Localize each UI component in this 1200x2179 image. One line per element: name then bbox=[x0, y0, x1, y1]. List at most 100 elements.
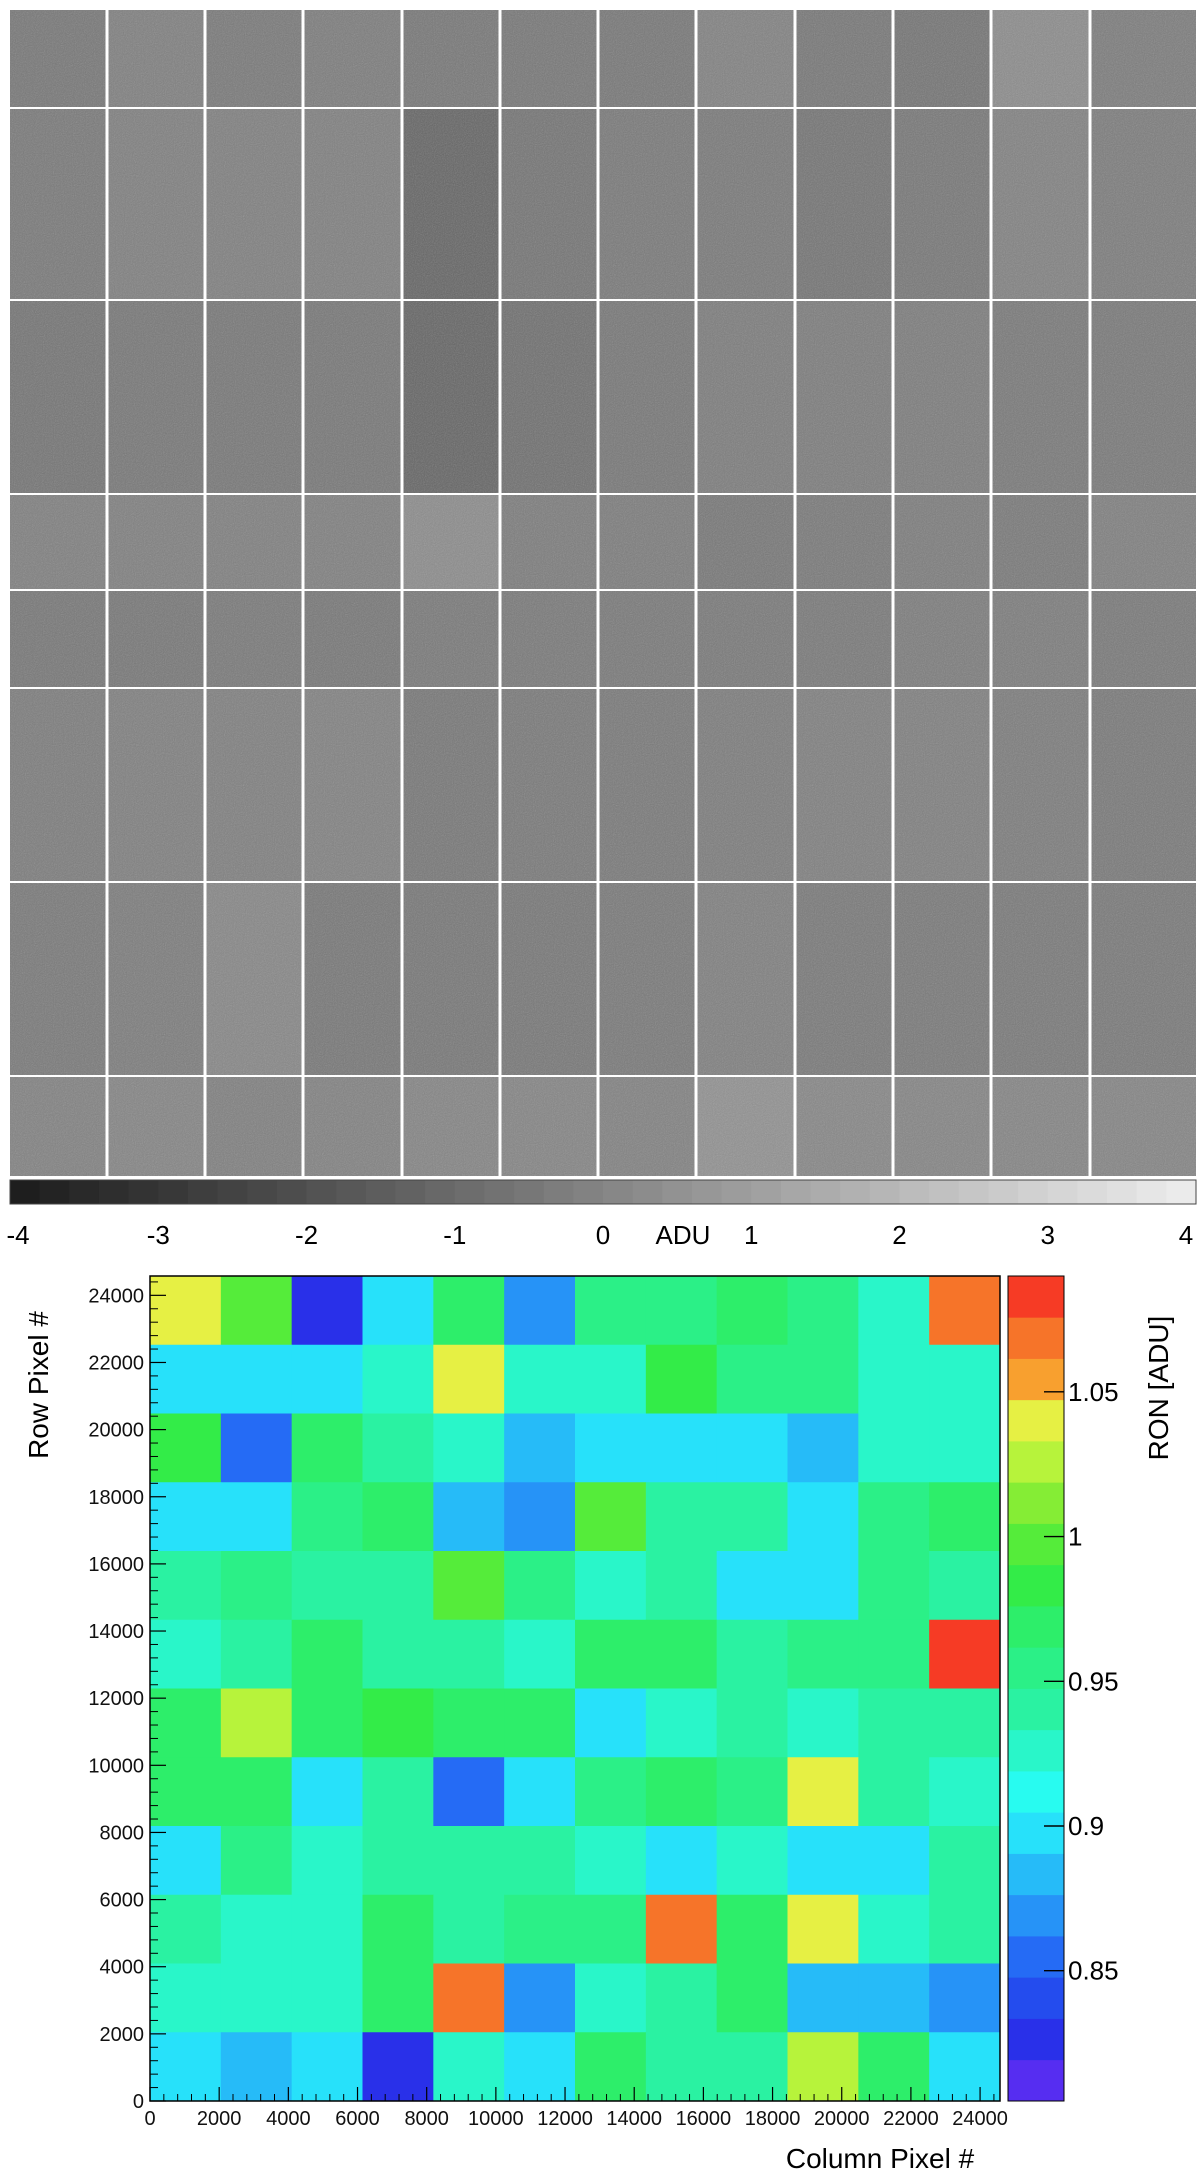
ron-cell bbox=[220, 1482, 293, 1552]
ron-cell bbox=[787, 1413, 859, 1483]
ron-cell bbox=[362, 1894, 434, 1964]
ron-cell bbox=[645, 1963, 718, 2033]
grayscale-colorbar-unit: ADU bbox=[656, 1220, 711, 1250]
ron-colorbar-level bbox=[1008, 1894, 1064, 1937]
y-tick-label: 12000 bbox=[88, 1688, 144, 1710]
gray-colorbar-step bbox=[573, 1180, 604, 1204]
ron-cell bbox=[362, 1963, 434, 2033]
ron-cell bbox=[291, 1551, 363, 1621]
ron-cell bbox=[291, 1688, 363, 1758]
y-tick-label: 22000 bbox=[88, 1352, 144, 1374]
ron-cell bbox=[433, 1413, 505, 1483]
gray-colorbar-step bbox=[603, 1180, 634, 1204]
ron-cell bbox=[575, 1757, 647, 1827]
gray-colorbar-tick-label: 4 bbox=[1179, 1220, 1193, 1250]
gray-colorbar-step bbox=[1047, 1180, 1078, 1204]
ron-cell bbox=[787, 1826, 859, 1896]
ron-cell bbox=[504, 1826, 576, 1896]
ron-cell bbox=[858, 1551, 930, 1621]
ron-cell bbox=[645, 1344, 718, 1414]
x-tick-label: 14000 bbox=[606, 2108, 662, 2130]
ron-cell bbox=[433, 1551, 505, 1621]
ron-cell bbox=[504, 1894, 576, 1964]
ron-cell bbox=[220, 2032, 293, 2102]
y-tick-label: 4000 bbox=[100, 1957, 145, 1979]
ron-cell bbox=[504, 1963, 576, 2033]
ron-colorbar-tick-label: 1.05 bbox=[1068, 1377, 1119, 1407]
gray-colorbar-step bbox=[988, 1180, 1019, 1204]
ron-cell bbox=[220, 1276, 293, 1346]
grayscale-noise-image bbox=[10, 10, 1196, 1176]
y-tick-label: 10000 bbox=[88, 1755, 144, 1777]
gray-colorbar-step bbox=[1166, 1180, 1197, 1204]
ron-cell bbox=[716, 1276, 788, 1346]
ron-cell bbox=[787, 2032, 859, 2102]
ron-cell bbox=[645, 1894, 718, 1964]
ron-cell bbox=[433, 1894, 505, 1964]
ron-cell bbox=[716, 1619, 788, 1689]
x-tick-label: 6000 bbox=[335, 2108, 380, 2130]
gray-colorbar-step bbox=[187, 1180, 219, 1204]
ron-cell bbox=[575, 1894, 647, 1964]
ron-cell bbox=[362, 1757, 434, 1827]
gray-colorbar-step bbox=[810, 1180, 841, 1204]
gray-colorbar-step bbox=[158, 1180, 189, 1204]
ron-colorbar-level bbox=[1008, 1482, 1064, 1524]
x-tick-label: 0 bbox=[144, 2108, 155, 2130]
ron-cell bbox=[362, 1482, 434, 1552]
gray-colorbar-tick-label: -3 bbox=[147, 1220, 170, 1250]
ron-cell bbox=[220, 1688, 293, 1758]
ron-colorbar-level bbox=[1008, 1688, 1064, 1731]
ron-cell bbox=[929, 1551, 1001, 1621]
ron-cell bbox=[433, 2032, 505, 2102]
ron-cell bbox=[291, 1482, 363, 1552]
ron-cell bbox=[858, 1894, 930, 1964]
ron-cell bbox=[220, 1757, 293, 1827]
ron-cell bbox=[575, 1413, 647, 1483]
gray-colorbar-step bbox=[69, 1180, 100, 1204]
ron-colorbar-level bbox=[1008, 1441, 1064, 1483]
gray-colorbar-step bbox=[306, 1180, 337, 1204]
ron-cell bbox=[362, 1688, 434, 1758]
ron-cell bbox=[787, 1482, 859, 1552]
y-tick-label: 20000 bbox=[88, 1420, 144, 1442]
gray-colorbar-step bbox=[691, 1180, 723, 1204]
ron-cell bbox=[929, 1619, 1001, 1689]
ron-cell bbox=[504, 1276, 576, 1346]
ron-cell bbox=[220, 1894, 293, 1964]
y-tick-label: 2000 bbox=[100, 2024, 145, 2046]
ron-cell bbox=[645, 1826, 718, 1896]
gray-colorbar-step bbox=[336, 1180, 367, 1204]
ron-cell bbox=[504, 1413, 576, 1483]
gray-colorbar-step bbox=[276, 1180, 307, 1204]
ron-cell bbox=[716, 1688, 788, 1758]
x-tick-label: 18000 bbox=[745, 2108, 801, 2130]
ron-cell bbox=[787, 1344, 859, 1414]
y-tick-label: 16000 bbox=[88, 1554, 144, 1576]
ron-cell bbox=[787, 1688, 859, 1758]
ron-cell bbox=[150, 1276, 222, 1346]
ron-cell bbox=[645, 1619, 718, 1689]
ron-colorbar-tick-label: 0.9 bbox=[1068, 1811, 1104, 1841]
ron-cell bbox=[362, 2032, 434, 2102]
y-tick-label: 6000 bbox=[100, 1890, 145, 1912]
ron-cell bbox=[575, 1963, 647, 2033]
ron-cell bbox=[787, 1619, 859, 1689]
ron-cell bbox=[433, 1688, 505, 1758]
gray-colorbar-tick-label: 1 bbox=[744, 1220, 758, 1250]
gray-colorbar-step bbox=[543, 1180, 574, 1204]
gray-colorbar-step bbox=[39, 1180, 70, 1204]
ron-cell bbox=[150, 1757, 222, 1827]
ron-cell bbox=[433, 1276, 505, 1346]
ron-colorbar-label: RON [ADU] bbox=[1143, 1316, 1174, 1461]
gray-colorbar-tick-label: 2 bbox=[892, 1220, 906, 1250]
gray-colorbar-step bbox=[751, 1180, 782, 1204]
ron-cell bbox=[645, 1413, 718, 1483]
ron-cell bbox=[858, 1344, 930, 1414]
gray-colorbar-step bbox=[365, 1180, 396, 1204]
ron-cell bbox=[433, 1482, 505, 1552]
gray-colorbar-tick-label: -1 bbox=[443, 1220, 466, 1250]
ron-cell bbox=[858, 1413, 930, 1483]
gray-colorbar-step bbox=[217, 1180, 248, 1204]
ron-cell bbox=[645, 1757, 718, 1827]
